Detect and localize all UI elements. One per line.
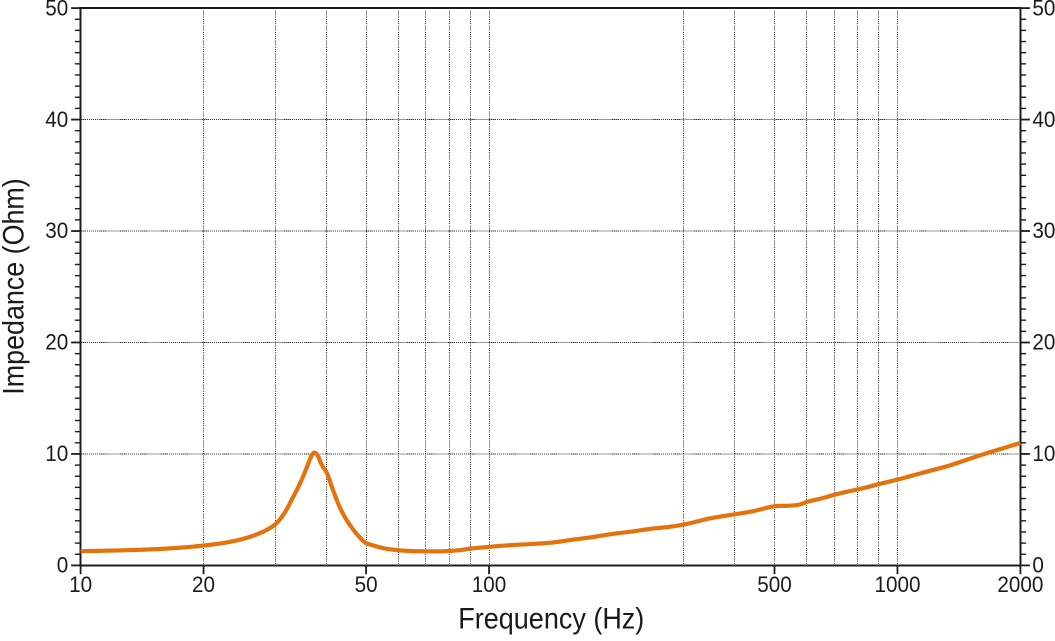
svg-text:50: 50 [355,572,378,597]
svg-text:30: 30 [45,218,68,243]
svg-text:20: 20 [1032,330,1055,355]
svg-text:30: 30 [1032,218,1055,243]
svg-text:100: 100 [472,572,507,597]
svg-text:10: 10 [45,441,68,466]
svg-text:10: 10 [69,572,92,597]
svg-text:20: 20 [192,572,215,597]
svg-text:0: 0 [1032,553,1044,578]
svg-text:Impedance (Ohm): Impedance (Ohm) [0,178,31,394]
svg-text:40: 40 [1032,107,1055,132]
svg-text:0: 0 [57,553,69,578]
svg-text:50: 50 [1032,0,1055,20]
svg-text:10: 10 [1032,441,1055,466]
svg-text:40: 40 [45,107,68,132]
svg-text:500: 500 [757,572,792,597]
svg-text:2000: 2000 [997,572,1043,597]
svg-text:20: 20 [45,330,68,355]
svg-text:Frequency (Hz): Frequency (Hz) [458,603,644,636]
svg-text:1000: 1000 [875,572,921,597]
svg-text:50: 50 [45,0,68,20]
